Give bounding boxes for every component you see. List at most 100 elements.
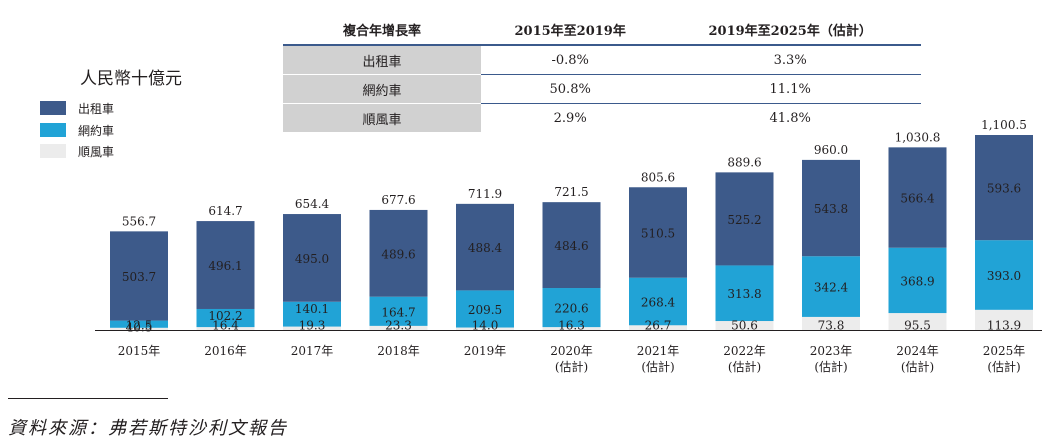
cagr-row-carpool: 順風車 2.9% 41.8% [283, 103, 921, 132]
cagr-cell: 11.1% [659, 74, 921, 104]
bar-segment [975, 309, 1033, 330]
data-label-ride-hailing: 368.9 [900, 274, 934, 288]
legend-label-taxi: 出租車 [78, 102, 115, 116]
data-label-total: 1,030.8 [895, 130, 941, 144]
cagr-cell: 3.3% [659, 45, 921, 75]
cagr-header-metric: 複合年增長率 [283, 14, 481, 46]
data-label-ride-hailing: 393.0 [987, 269, 1021, 283]
cagr-row-label: 網約車 [283, 74, 481, 104]
bar-segment [715, 172, 774, 266]
category-label: 2016年 [204, 344, 247, 358]
legend-label-carpool: 順風車 [78, 145, 115, 159]
bar-segment [629, 325, 687, 330]
cagr-header-period-2: 2019年至2025年（估計） [659, 14, 921, 46]
source-divider [8, 398, 168, 399]
cagr-row-label: 出租車 [283, 45, 481, 75]
bar-segment [802, 316, 860, 330]
category-label: 2024年 [896, 344, 939, 358]
bar-segment [456, 327, 514, 330]
data-label-carpool: 95.5 [904, 319, 931, 333]
data-label-ride-hailing: 342.4 [814, 281, 849, 295]
cagr-row-ride-hailing: 網約車 50.8% 11.1% [283, 74, 921, 104]
data-label-total: 614.7 [208, 204, 242, 218]
bar-segment [110, 327, 168, 330]
data-label-taxi: 484.6 [554, 239, 588, 253]
data-label-taxi: 489.6 [381, 247, 415, 261]
bar-segment [369, 325, 428, 330]
source-note: 資料來源：弗若斯特沙利文報告 [8, 418, 288, 439]
bar-segment [456, 203, 514, 291]
data-label-carpool: 113.9 [987, 319, 1021, 333]
data-label-total: 1,100.5 [981, 118, 1027, 132]
data-label-total: 805.6 [641, 170, 675, 184]
data-label-total: 556.7 [122, 214, 156, 228]
legend-label-ride-hailing: 網約車 [78, 124, 115, 138]
data-label-ride-hailing: 164.7 [381, 305, 415, 319]
cagr-row-label: 順風車 [283, 103, 481, 132]
bar-segment [629, 277, 687, 326]
cagr-header-row: 複合年增長率 2015年至2019年 2019年至2025年（估計） [283, 14, 921, 46]
data-label-carpool: 16.4 [212, 319, 239, 333]
data-label-ride-hailing: 102.2 [208, 309, 242, 323]
data-label-total: 711.9 [468, 187, 502, 201]
category-label: (估計) [987, 359, 1020, 374]
category-label: (估計) [555, 359, 588, 374]
bar-segment [542, 327, 601, 330]
data-label-taxi: 488.4 [468, 241, 503, 255]
data-label-carpool: 26.7 [645, 319, 672, 333]
bar-segment [888, 147, 947, 248]
unit-label: 人民幣十億元 [80, 69, 182, 89]
cagr-table: 複合年增長率 2015年至2019年 2019年至2025年（估計） 出租車 -… [283, 14, 921, 132]
cagr-cell: 2.9% [553, 110, 587, 126]
bar-segment [542, 202, 601, 289]
bar-segment [802, 256, 860, 317]
data-label-ride-hailing: 268.4 [641, 295, 676, 309]
category-label: 2017年 [291, 344, 334, 358]
category-label: 2025年 [983, 344, 1026, 358]
data-label-carpool: 50.6 [731, 319, 758, 333]
data-label-total: 960.0 [814, 143, 848, 157]
bar-segment [888, 313, 947, 330]
category-label: (估計) [901, 359, 934, 374]
bar-segment [715, 321, 774, 330]
bar-segment [110, 231, 168, 321]
bar-segment [456, 290, 514, 328]
bar-segment [888, 247, 947, 314]
data-label-ride-hailing: 140.1 [295, 302, 329, 316]
data-label-total: 889.6 [727, 155, 761, 169]
data-label-taxi: 543.8 [814, 202, 848, 216]
bar-segment [196, 308, 255, 328]
bar-segment [715, 265, 774, 322]
bar-segment [629, 187, 687, 278]
data-label-carpool: 16.3 [558, 319, 585, 333]
data-label-taxi: 593.6 [987, 182, 1021, 196]
data-label-carpool: 12.5 [126, 319, 153, 333]
data-label-taxi: 495.0 [295, 252, 329, 266]
category-label: 2023年 [810, 344, 853, 358]
bar-segment [283, 326, 341, 330]
category-label: 2021年 [637, 344, 680, 358]
data-label-carpool: 23.3 [385, 319, 412, 333]
cagr-row-taxi: 出租車 -0.8% 3.3% [283, 45, 921, 75]
bar-segment [975, 240, 1033, 310]
data-label-taxi: 503.7 [122, 270, 156, 284]
category-label: (估計) [814, 359, 847, 374]
data-label-total: 721.5 [554, 185, 588, 199]
data-label-carpool: 14.0 [472, 319, 499, 333]
bar-segment [369, 296, 428, 326]
data-label-ride-hailing: 209.5 [468, 303, 502, 317]
cagr-cell: -0.8% [481, 45, 660, 75]
bar-segment [369, 209, 428, 297]
category-label: (估計) [728, 359, 761, 374]
cagr-header-period-1: 2015年至2019年 [481, 14, 660, 46]
cagr-cell: 50.8% [481, 74, 660, 104]
category-label: (估計) [641, 359, 674, 374]
data-label-ride-hailing: 220.6 [554, 302, 588, 316]
bar-segment [196, 327, 255, 330]
data-label-taxi: 525.2 [727, 213, 761, 227]
data-label-ride-hailing: 313.8 [727, 287, 761, 301]
legend-swatch-ride-hailing [40, 123, 66, 137]
bar-segment [542, 288, 601, 328]
data-label-total: 677.6 [381, 193, 415, 207]
